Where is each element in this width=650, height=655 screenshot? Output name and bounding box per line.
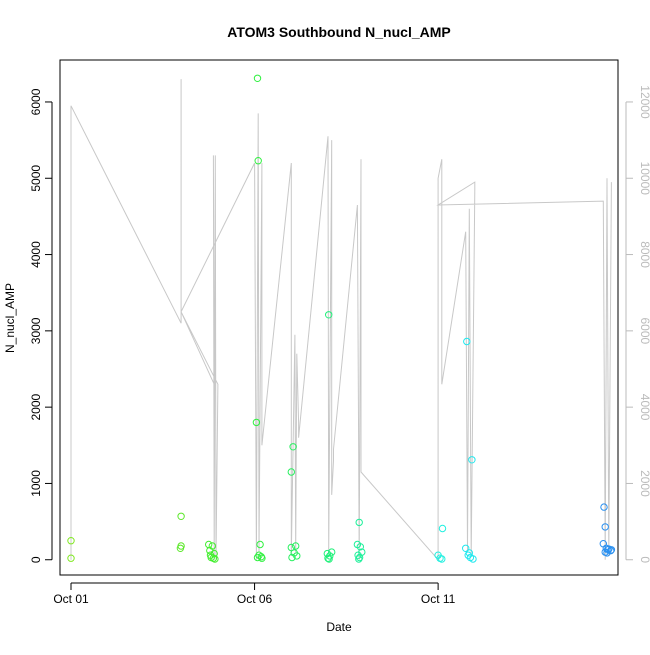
x-tick-label: Oct 11	[421, 592, 456, 606]
data-point	[438, 555, 446, 563]
data-point	[292, 542, 300, 550]
data-point	[469, 555, 477, 563]
y2-tick-label: 12000	[638, 85, 650, 119]
data-point	[465, 549, 473, 557]
data-point	[323, 549, 331, 558]
data-point	[438, 524, 447, 533]
y-tick-label: 2000	[29, 393, 43, 420]
data-point	[288, 553, 296, 562]
y-tick-label: 5000	[29, 165, 43, 192]
y2-tick-label: 8000	[638, 241, 650, 268]
data-point	[253, 74, 262, 83]
data-point	[325, 311, 333, 319]
data-point	[253, 553, 262, 562]
data-point	[258, 554, 266, 562]
data-point	[328, 548, 336, 556]
data-point	[210, 549, 218, 558]
data-point	[254, 157, 262, 165]
data-point	[211, 555, 219, 563]
plot-frame	[59, 59, 619, 576]
data-point	[293, 552, 301, 560]
data-point	[355, 518, 363, 527]
y-tick-label: 3000	[29, 317, 43, 344]
y2-tick-label: 0	[638, 556, 650, 563]
data-point	[289, 443, 297, 451]
point-layer	[67, 74, 616, 563]
data-point	[600, 503, 608, 511]
data-point	[356, 543, 364, 551]
y2-tick-label: 10000	[638, 162, 650, 196]
data-point	[601, 523, 609, 531]
data-point	[177, 512, 185, 520]
axis-layer: 0 1000 2000 3000 4000 5000 6000 0 2000 4000 6000 80…	[29, 85, 650, 606]
x-axis-label: Date	[326, 620, 352, 634]
x-tick-label: Oct 01	[53, 592, 89, 606]
data-point	[603, 549, 611, 557]
y-axis-label: N_nucl_AMP	[3, 283, 17, 353]
data-point	[463, 337, 471, 346]
y-tick-label: 1000	[29, 470, 43, 497]
data-point	[208, 542, 217, 550]
data-point	[462, 544, 470, 552]
data-point	[325, 555, 333, 563]
y-tick-label: 6000	[29, 88, 43, 115]
data-point	[324, 554, 332, 562]
y2-tick-label: 6000	[638, 318, 650, 345]
data-point	[326, 552, 334, 560]
data-point	[176, 544, 185, 552]
secondary-line-layer	[70, 79, 612, 562]
secondary-series-line	[70, 79, 612, 562]
y-tick-label: 4000	[29, 241, 43, 268]
data-point	[67, 537, 75, 545]
chart-title: ATOM3 Southbound N_nucl_AMP	[227, 24, 450, 40]
data-point	[256, 540, 264, 549]
x-tick-label: Oct 06	[237, 592, 273, 606]
data-point	[607, 546, 615, 555]
data-point	[67, 554, 75, 562]
y2-tick-label: 2000	[638, 470, 650, 497]
y2-tick-label: 4000	[638, 394, 650, 421]
y-tick-label: 0	[29, 556, 43, 563]
data-point	[355, 555, 363, 563]
data-point	[287, 468, 295, 476]
data-point	[252, 418, 261, 427]
data-point	[468, 456, 476, 464]
data-point	[604, 546, 612, 554]
